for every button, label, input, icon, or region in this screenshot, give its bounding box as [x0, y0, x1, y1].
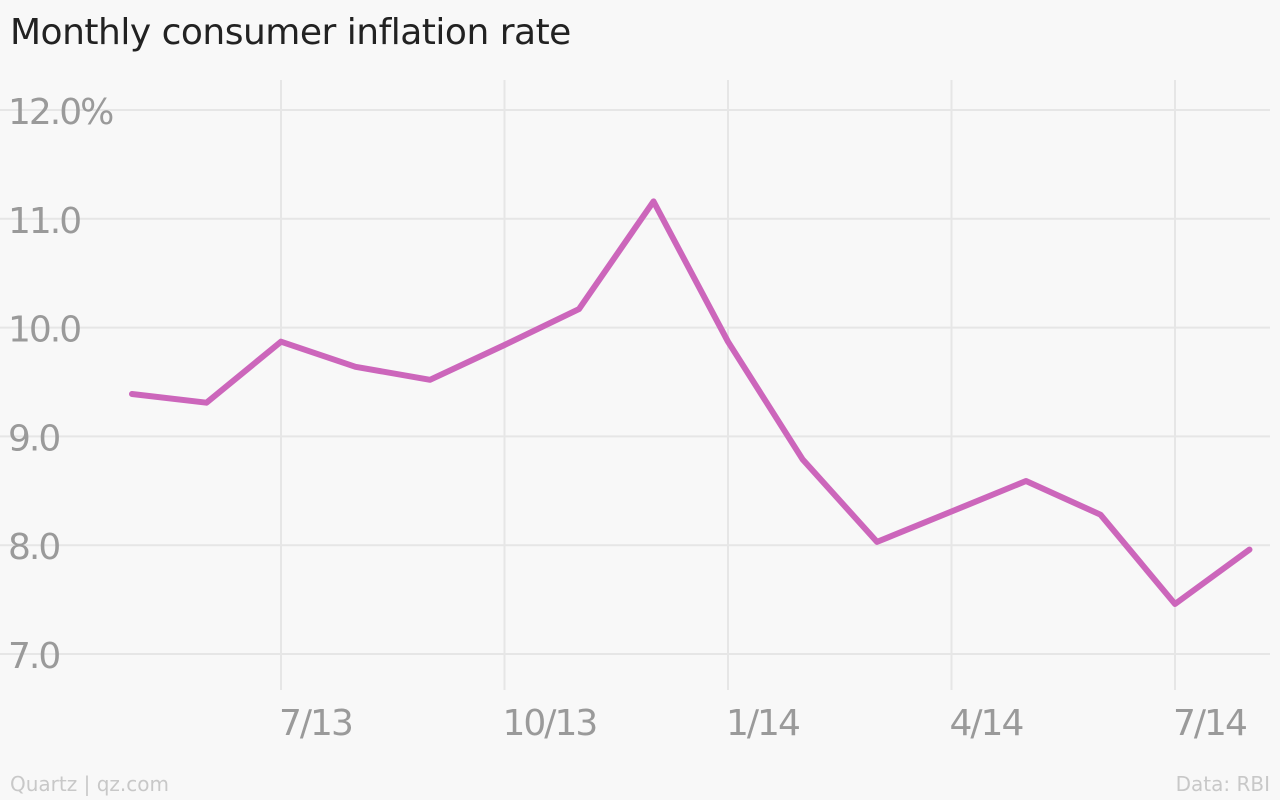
- x-gridlines: [280, 80, 1176, 690]
- source-credit: Quartz | qz.com: [10, 772, 169, 796]
- y-tick-label: 12.0%: [8, 92, 113, 133]
- y-gridlines: [0, 109, 1270, 655]
- y-axis-tick-labels: 7.0 8.0 9.0 10.0 11.0 12.0%: [8, 92, 115, 677]
- x-tick-label: 7/13: [279, 703, 352, 744]
- x-tick-label: 10/13: [503, 703, 597, 744]
- x-tick-label: 4/14: [950, 703, 1023, 744]
- chart-title: Monthly consumer inflation rate: [10, 12, 571, 53]
- y-tick-label: 11.0: [8, 201, 80, 242]
- x-tick-label: 7/14: [1173, 703, 1246, 744]
- y-tick-label: 10.0: [8, 310, 80, 351]
- y-tick-label: 9.0: [8, 418, 59, 459]
- data-source: Data: RBI: [1175, 772, 1270, 796]
- x-tick-label: 1/14: [726, 703, 799, 744]
- y-tick-label: 8.0: [8, 527, 59, 568]
- x-axis-tick-labels: 7/13 10/13 1/14 4/14 7/14: [279, 703, 1248, 744]
- series-layer: [129, 198, 1253, 607]
- series-line: [129, 198, 1253, 607]
- y-tick-label: 7.0: [8, 636, 59, 677]
